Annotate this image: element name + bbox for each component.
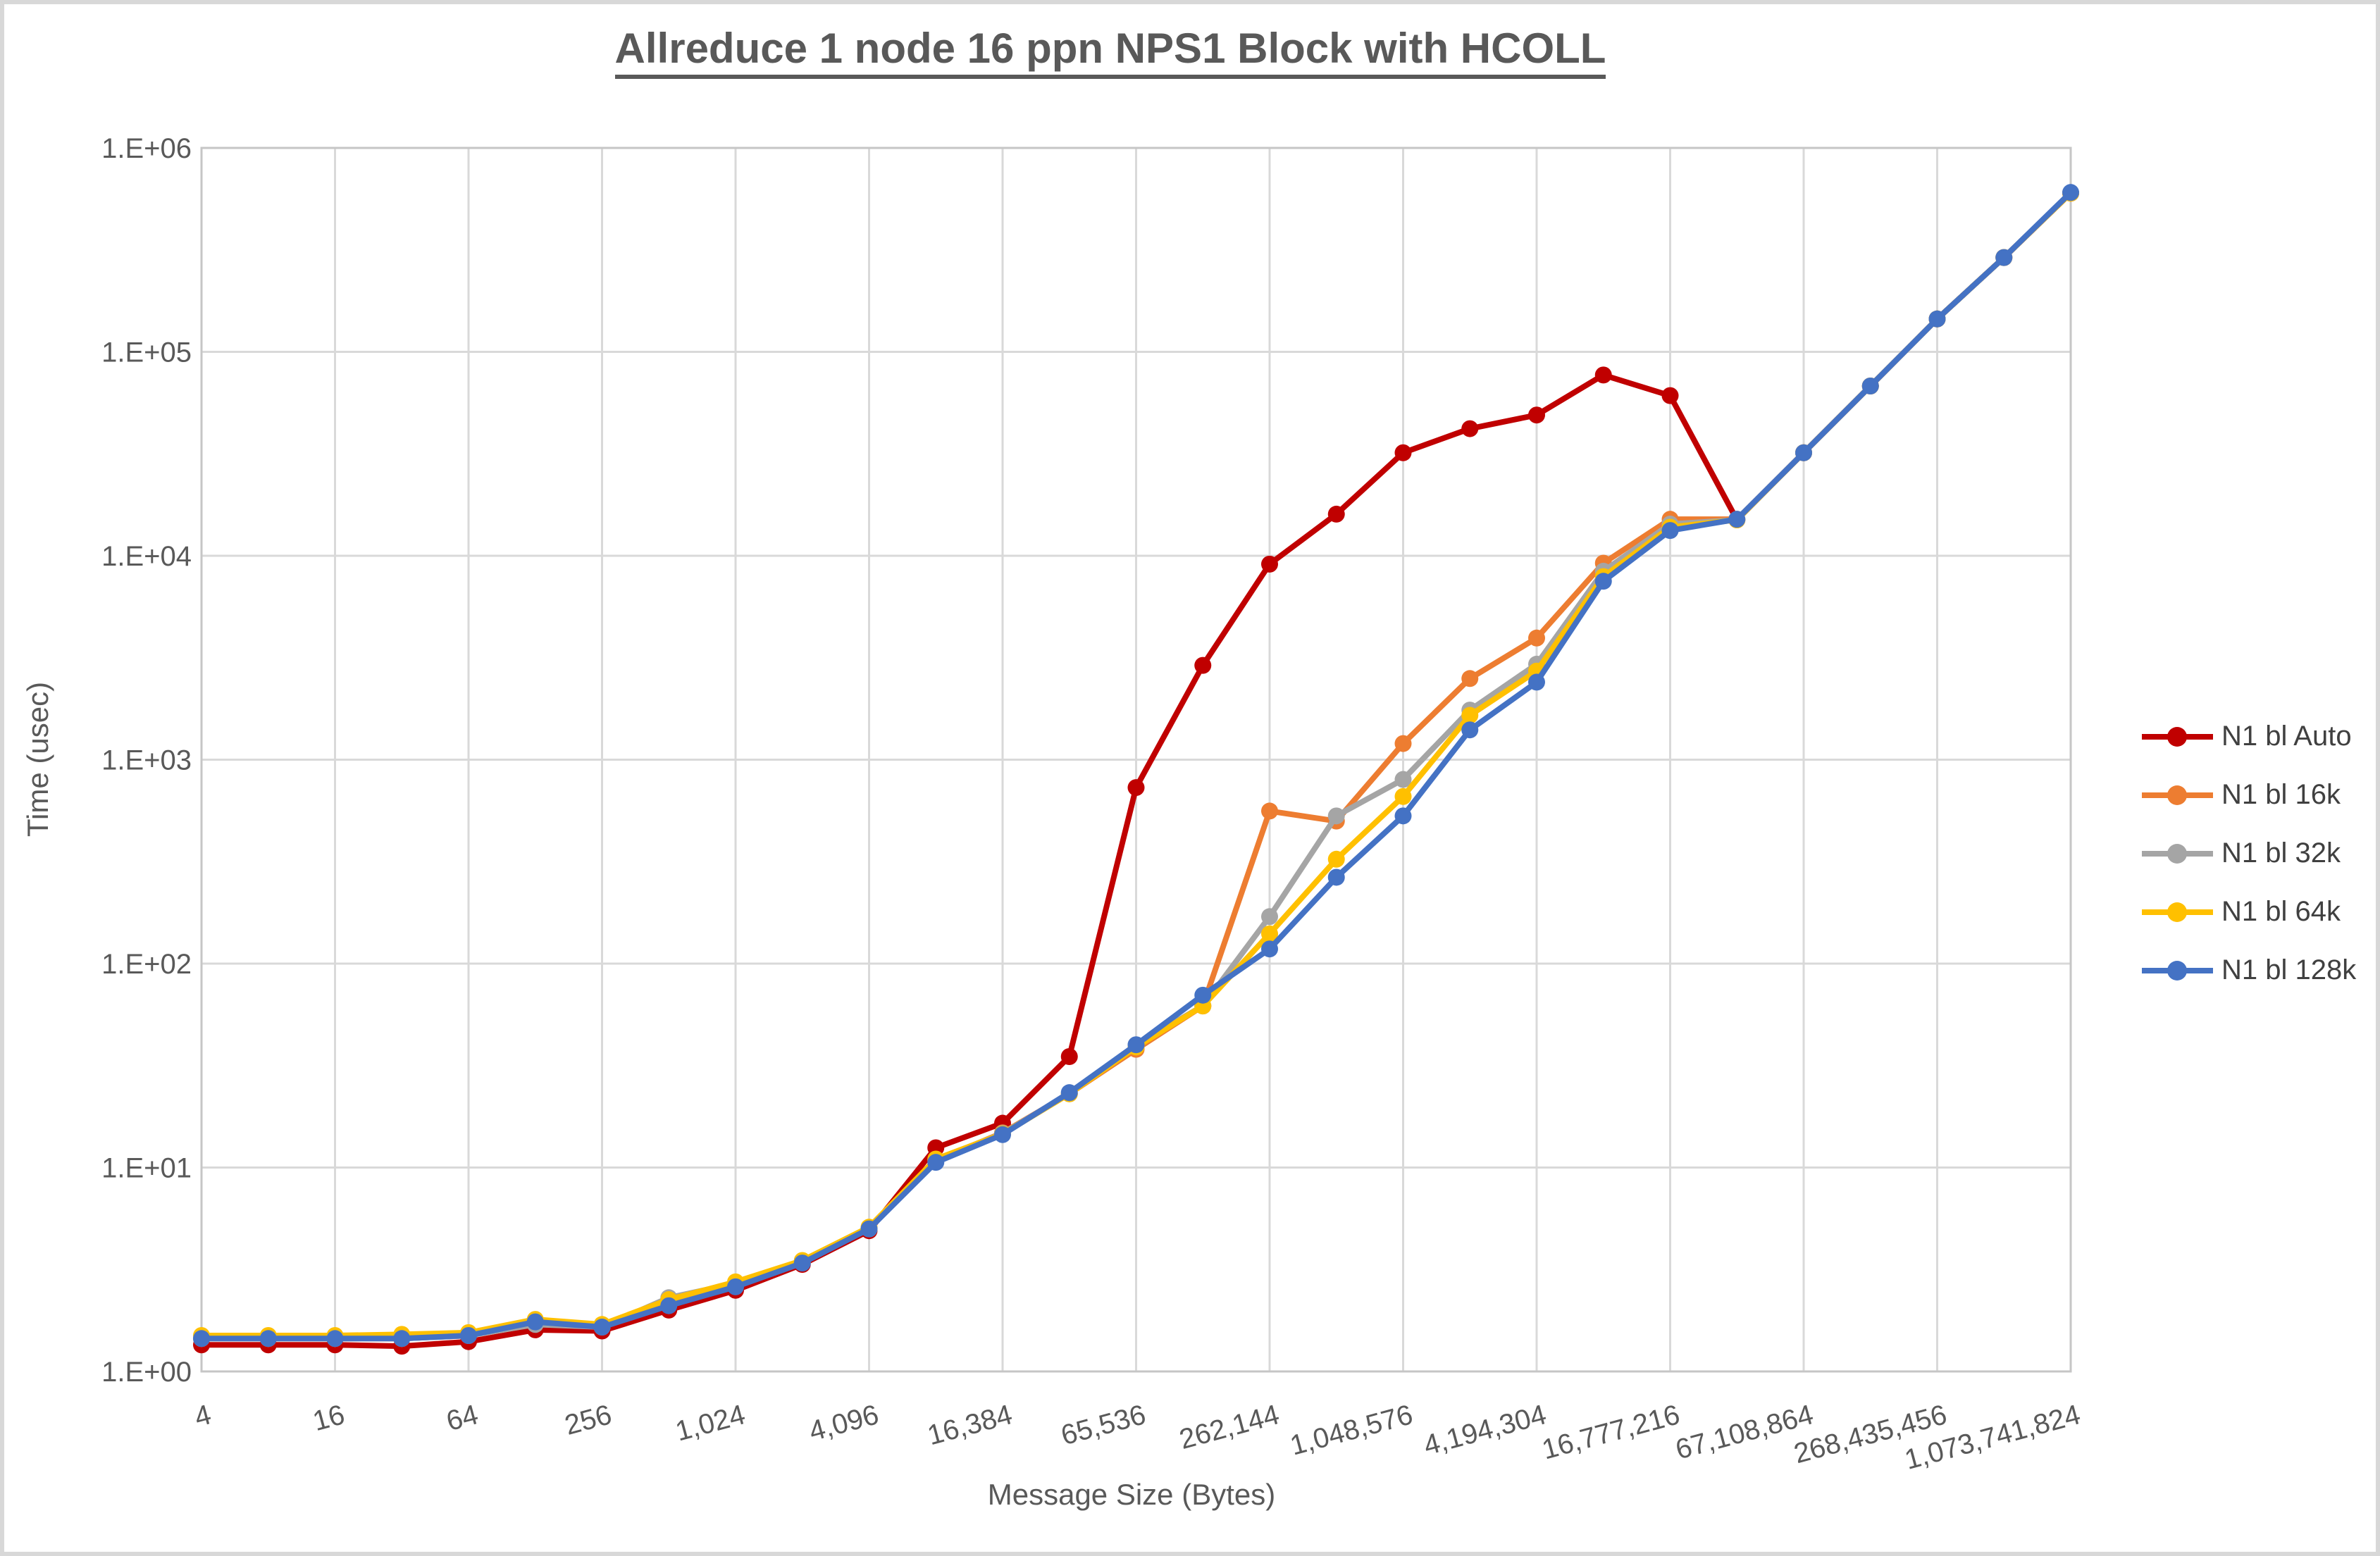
data-point [1394,807,1412,825]
gridlines [200,147,2072,1373]
data-point [727,1278,744,1295]
data-point [193,1330,210,1348]
data-point [1461,420,1479,437]
data-series [193,184,2079,1355]
data-point [460,1327,477,1345]
legend-label: N1 bl 16k [2221,779,2341,810]
x-tick-label: 256 [562,1399,615,1441]
allreduce-line-chart: 1.E+00 1.E+01 1.E+02 1.E+03 1.E+04 1.E+05 1.E+… [21,133,2083,1511]
data-point [1194,656,1212,674]
x-tick-label: 262,144 [1176,1399,1282,1455]
data-point [1327,869,1345,886]
data-point [1528,629,1545,647]
y-tick-label: 1.E+04 [101,541,192,572]
data-point [1461,670,1479,687]
y-tick-label: 1.E+03 [101,745,192,776]
data-point [1261,925,1278,942]
data-point [393,1330,411,1348]
chart-title-text: Allreduce 1 node 16 ppn NPS1 Block with … [614,25,1606,79]
series-n1-bl-128k [193,184,2079,1348]
data-point [1127,779,1145,797]
data-point [1594,573,1612,590]
x-tick-label: 64 [443,1399,481,1437]
data-point [1728,511,1746,528]
data-point [994,1126,1011,1143]
legend-marker-icon [2142,843,2213,864]
y-axis-title: Time (usec) [21,682,54,837]
data-point [1861,377,1879,394]
x-tick-label: 16,777,216 [1539,1399,1683,1465]
data-point [1528,673,1545,691]
legend-item-n1-bl-32k: N1 bl 32k [2140,824,2373,883]
data-point [1194,986,1212,1004]
x-tick-label: 65,536 [1058,1399,1149,1451]
x-tick-label: 4 [191,1399,214,1433]
x-tick-label: 4,096 [806,1399,882,1447]
x-axis-title: Message Size (Bytes) [988,1478,1275,1511]
chart-title: Allreduce 1 node 16 ppn NPS1 Block with … [4,24,2217,79]
legend-label: N1 bl Auto [2221,721,2352,752]
data-point [1261,940,1278,958]
data-point [1327,505,1345,523]
legend-item-n1-bl-16k: N1 bl 16k [2140,766,2373,824]
data-point [1661,387,1679,404]
data-point [1461,707,1479,724]
data-point [860,1220,878,1238]
legend-label: N1 bl 64k [2221,896,2341,927]
x-tick-label: 4,194,304 [1420,1399,1549,1462]
data-point [1127,1036,1145,1054]
data-point [1995,249,2013,266]
x-tick-label: 1,024 [672,1399,748,1447]
x-tick-label: 16 [309,1399,347,1437]
data-point [1661,522,1679,540]
data-point [1060,1084,1078,1102]
data-point [1394,444,1412,461]
x-axis-tick-labels: 4 16 64 256 1,024 4,096 16,384 65,536 262,144 1,0… [191,1399,2083,1476]
legend-marker-icon [2142,785,2213,805]
data-point [526,1313,544,1331]
data-point [1394,788,1412,805]
data-point [1060,1047,1078,1065]
data-point [1394,771,1412,788]
data-point [1461,721,1479,739]
data-point [660,1297,678,1314]
x-tick-label: 1,048,576 [1287,1399,1416,1462]
chart-legend: N1 bl Auto N1 bl 16k N1 bl 32k N1 bl 64k N1 … [2140,707,2373,1000]
data-point [1261,802,1278,820]
legend-item-n1-bl-128k: N1 bl 128k [2140,941,2373,1000]
legend-item-n1-bl-auto: N1 bl Auto [2140,707,2373,766]
y-tick-label: 1.E+05 [101,337,192,368]
data-point [1394,735,1412,752]
legend-item-n1-bl-64k: N1 bl 64k [2140,883,2373,941]
data-point [1261,555,1278,573]
y-axis-tick-labels: 1.E+00 1.E+01 1.E+02 1.E+03 1.E+04 1.E+05 1.E+… [101,133,192,1388]
data-point [259,1330,277,1348]
data-point [326,1330,344,1348]
legend-marker-icon [2142,726,2213,747]
data-point [593,1319,611,1336]
data-point [1327,850,1345,868]
data-point [1795,444,1812,461]
data-point [1327,807,1345,825]
legend-marker-icon [2142,902,2213,922]
legend-label: N1 bl 32k [2221,838,2341,869]
y-tick-label: 1.E+06 [101,133,192,164]
legend-marker-icon [2142,960,2213,981]
data-point [2062,184,2079,201]
data-point [1594,366,1612,384]
y-tick-label: 1.E+02 [101,949,192,980]
data-point [1928,310,1946,328]
x-tick-label: 16,384 [924,1399,1016,1451]
y-tick-label: 1.E+01 [101,1153,192,1184]
y-tick-label: 1.E+00 [101,1357,192,1388]
data-point [793,1255,811,1272]
legend-label: N1 bl 128k [2221,954,2357,985]
data-point [1261,908,1278,926]
data-point [1528,406,1545,424]
data-point [927,1154,945,1171]
